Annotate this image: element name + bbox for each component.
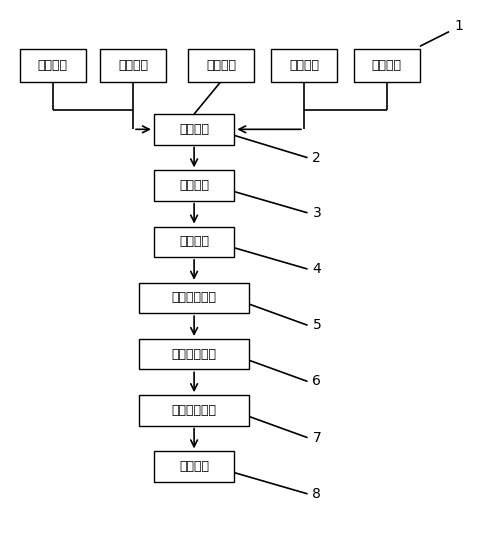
FancyBboxPatch shape [154,114,235,145]
FancyBboxPatch shape [100,49,166,81]
Text: 计量装置: 计量装置 [118,59,148,72]
Text: 烘干装置: 烘干装置 [179,460,209,473]
FancyBboxPatch shape [154,170,235,201]
FancyBboxPatch shape [154,227,235,257]
FancyBboxPatch shape [188,49,254,81]
Text: 计量装置: 计量装置 [206,59,236,72]
Text: 1: 1 [454,19,463,33]
Text: 4: 4 [312,262,321,276]
Text: 5: 5 [312,318,321,332]
FancyBboxPatch shape [19,49,86,81]
Text: 搅拌装置: 搅拌装置 [179,123,209,136]
FancyBboxPatch shape [139,339,249,369]
FancyBboxPatch shape [271,49,337,81]
Text: 蒸压养护装置: 蒸压养护装置 [172,404,217,417]
Text: 移坯装置: 移坯装置 [179,235,209,248]
Text: 6: 6 [312,375,321,389]
Text: 压力成型装置: 压力成型装置 [172,292,217,304]
FancyBboxPatch shape [139,282,249,313]
Text: 2: 2 [312,151,321,165]
Text: 计量装置: 计量装置 [289,59,319,72]
Text: 8: 8 [312,487,321,501]
Text: 7: 7 [312,430,321,445]
Text: 抽滤漏斗: 抽滤漏斗 [179,179,209,192]
Text: 3: 3 [312,206,321,220]
FancyBboxPatch shape [354,49,420,81]
FancyBboxPatch shape [154,451,235,482]
Text: 计量装置: 计量装置 [372,59,402,72]
FancyBboxPatch shape [139,395,249,426]
Text: 计量装置: 计量装置 [37,59,68,72]
Text: 静停养护装置: 静停养护装置 [172,348,217,361]
